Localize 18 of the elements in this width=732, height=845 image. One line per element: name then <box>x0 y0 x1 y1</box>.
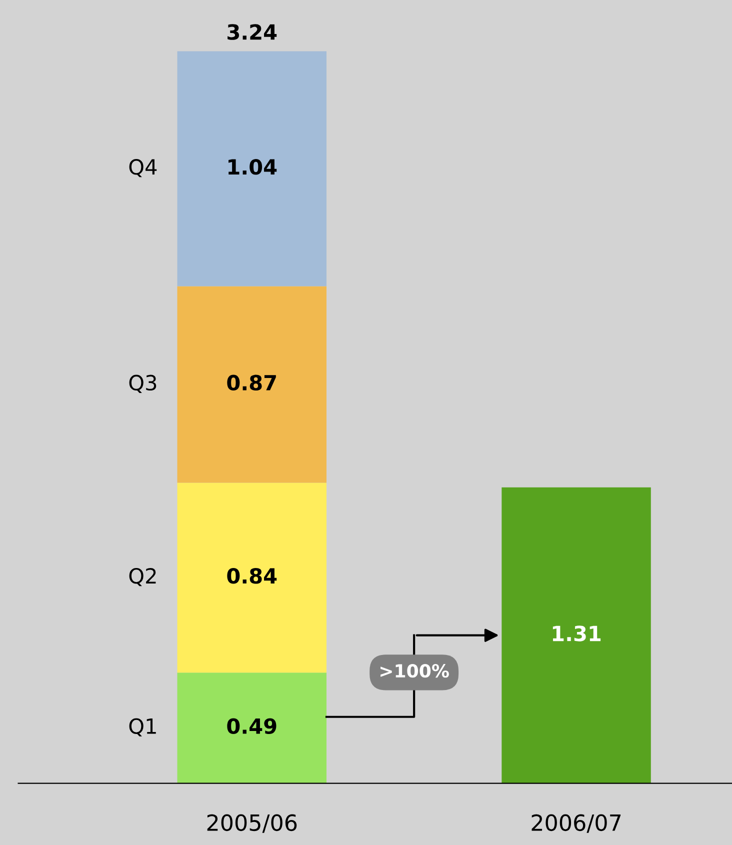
data-label: 1.31 <box>552 626 601 642</box>
bar <box>177 286 326 483</box>
total-label: 3.24 <box>228 24 277 40</box>
bar <box>177 482 326 673</box>
bar <box>177 672 326 784</box>
bar <box>502 487 651 784</box>
data-label: 0.87 <box>227 374 276 391</box>
data-label: 1.04 <box>228 159 277 175</box>
x-tick-label: 2005/06 <box>207 814 297 833</box>
annotation: >100% <box>380 664 449 678</box>
series-label: Q2 <box>129 568 156 586</box>
x-tick-label: 2006/07 <box>532 814 621 833</box>
series-label: Q3 <box>129 374 156 393</box>
bar <box>177 51 326 286</box>
data-label: 0.84 <box>227 568 277 584</box>
data-label: 0.49 <box>227 718 276 734</box>
series-label: Q4 <box>129 159 157 178</box>
series-label: Q1 <box>129 718 156 736</box>
